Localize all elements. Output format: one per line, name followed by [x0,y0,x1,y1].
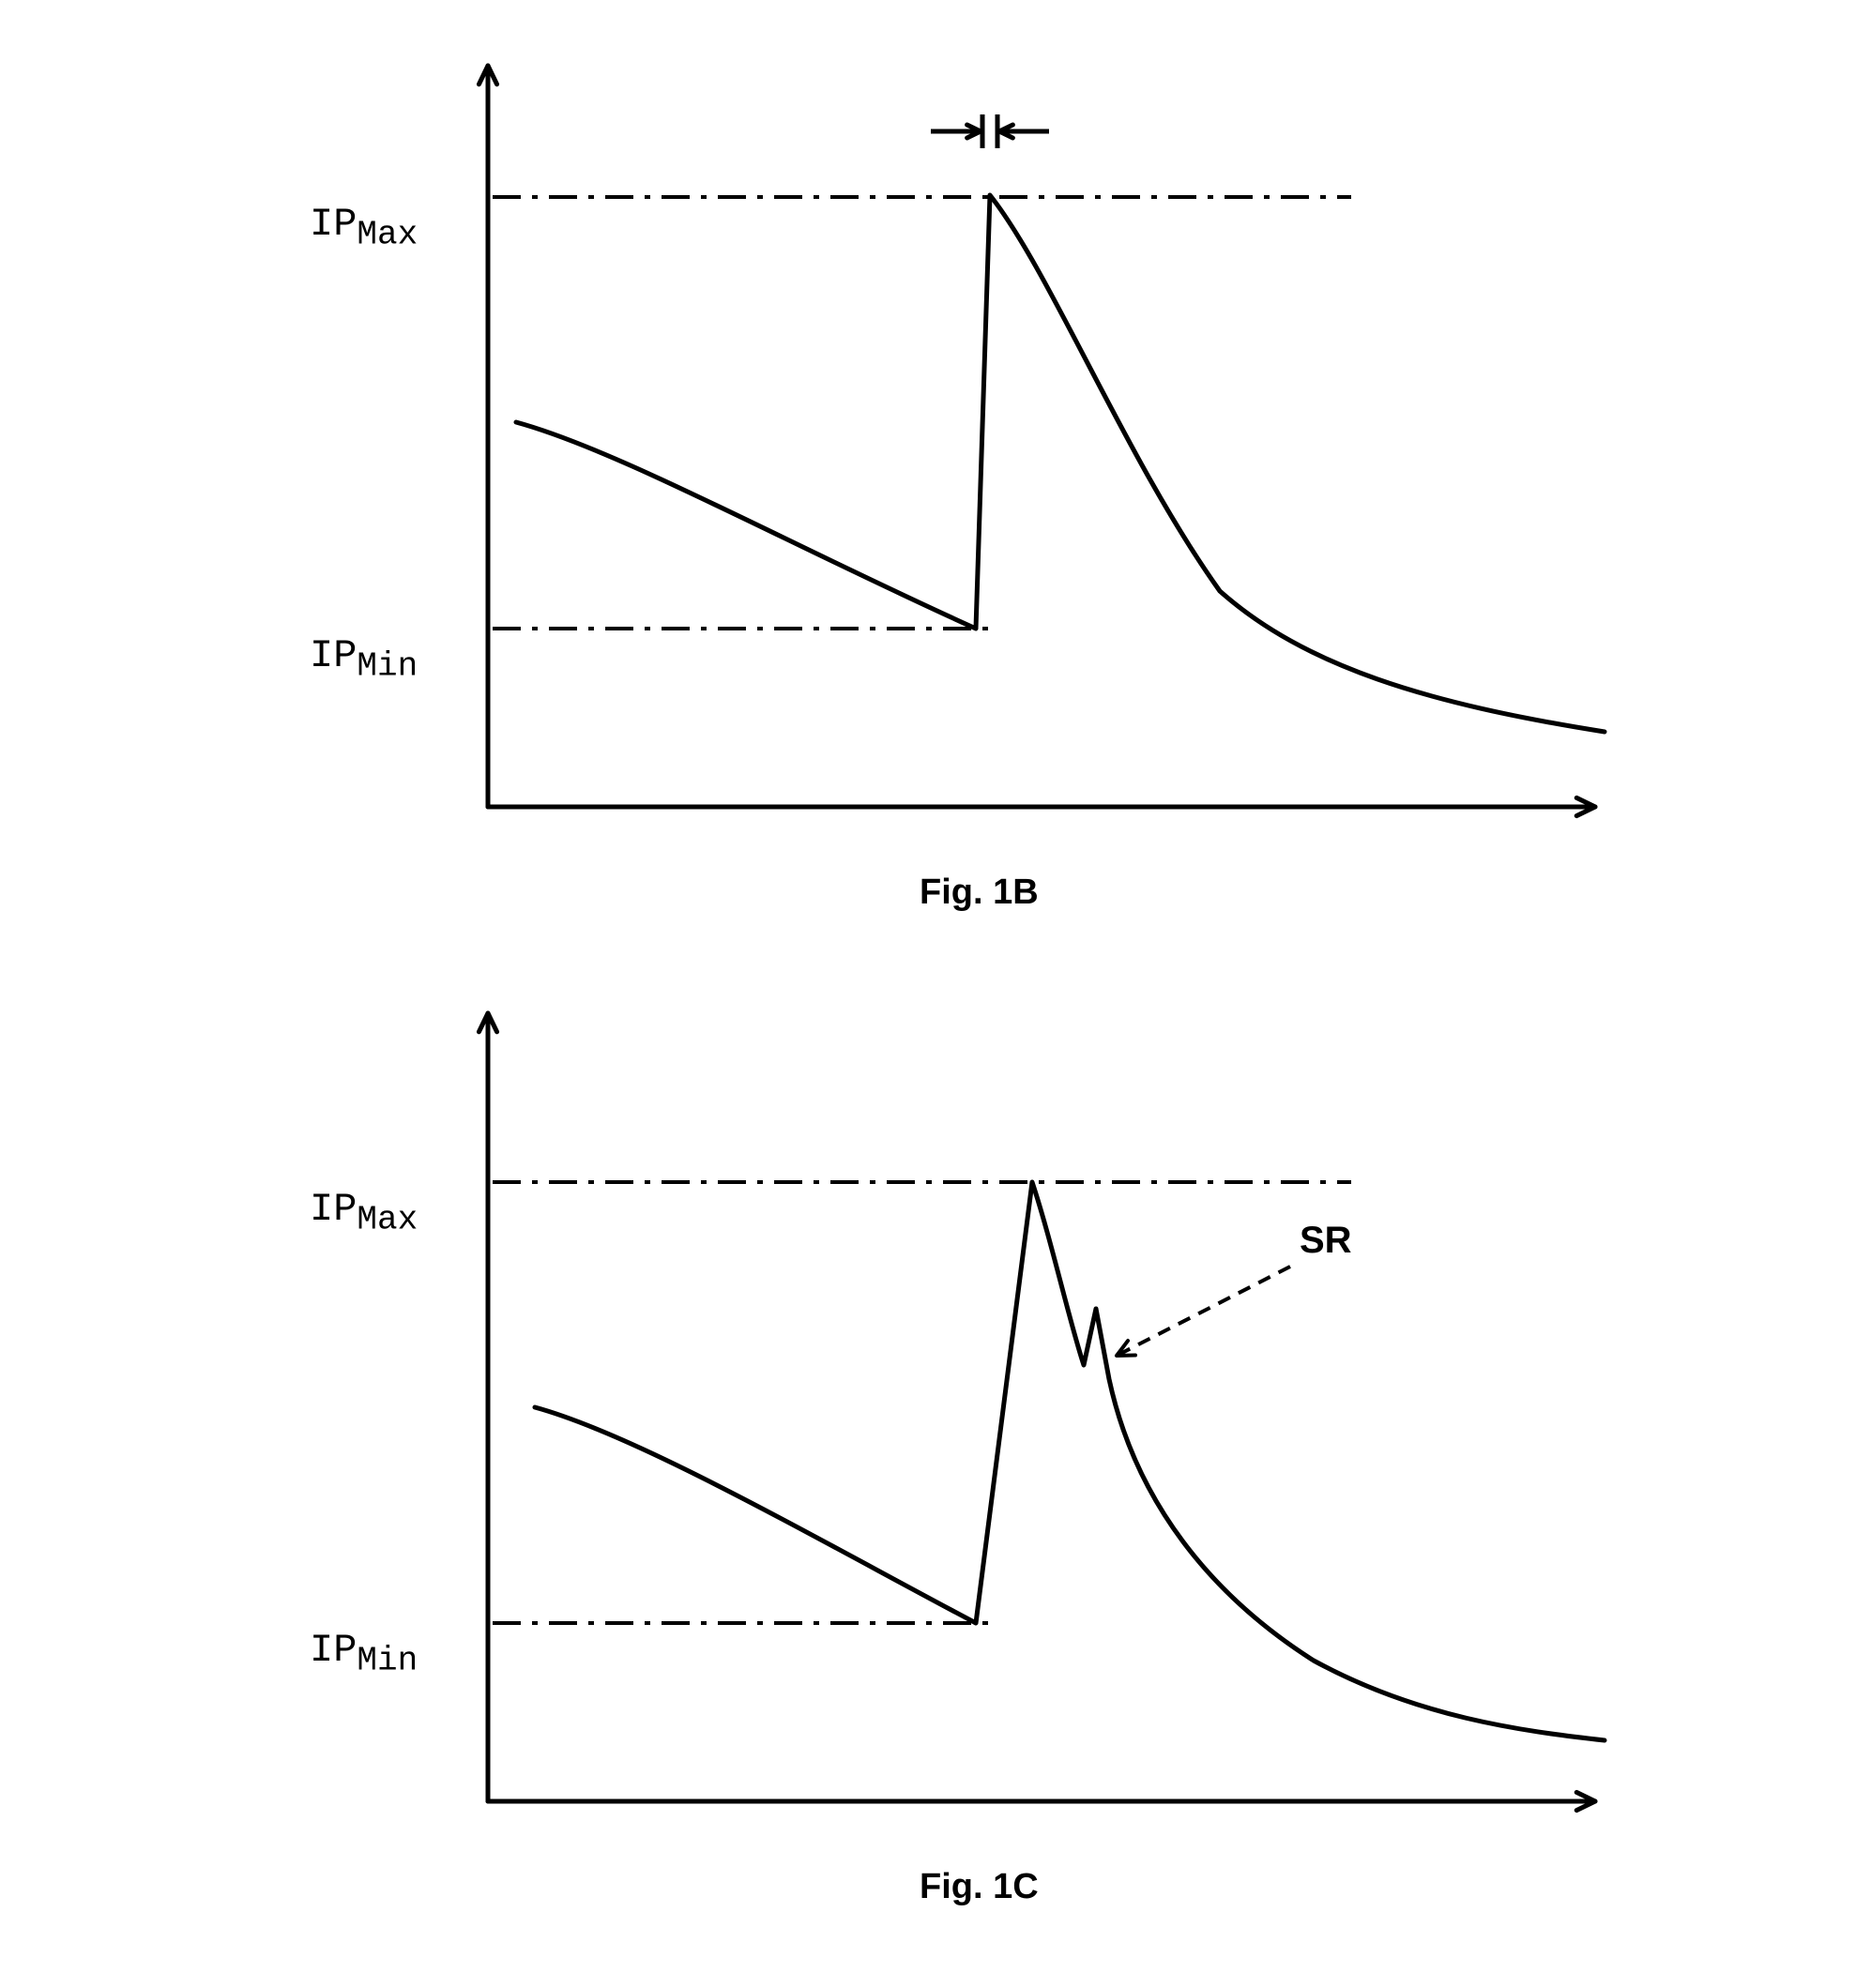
fig1c: IPMaxIPMinSRFig. 1C [319,976,1633,1923]
fig1c-caption: Fig. 1C [920,1867,1039,1907]
fig1c-ylabel-min: IPMin [310,1628,418,1679]
fig1b-caption: Fig. 1B [920,873,1039,913]
fig1b-ylabel-min: IPMin [310,633,418,685]
fig1c-ylabel-max: IPMax [310,1187,418,1238]
fig1c-plot [319,976,1633,1923]
fig1b: IPMaxIPMinFig. 1B [319,28,1633,929]
fig1b-ylabel-max: IPMax [310,202,418,253]
sr-label: SR [1300,1220,1352,1262]
fig1b-plot [319,28,1633,929]
